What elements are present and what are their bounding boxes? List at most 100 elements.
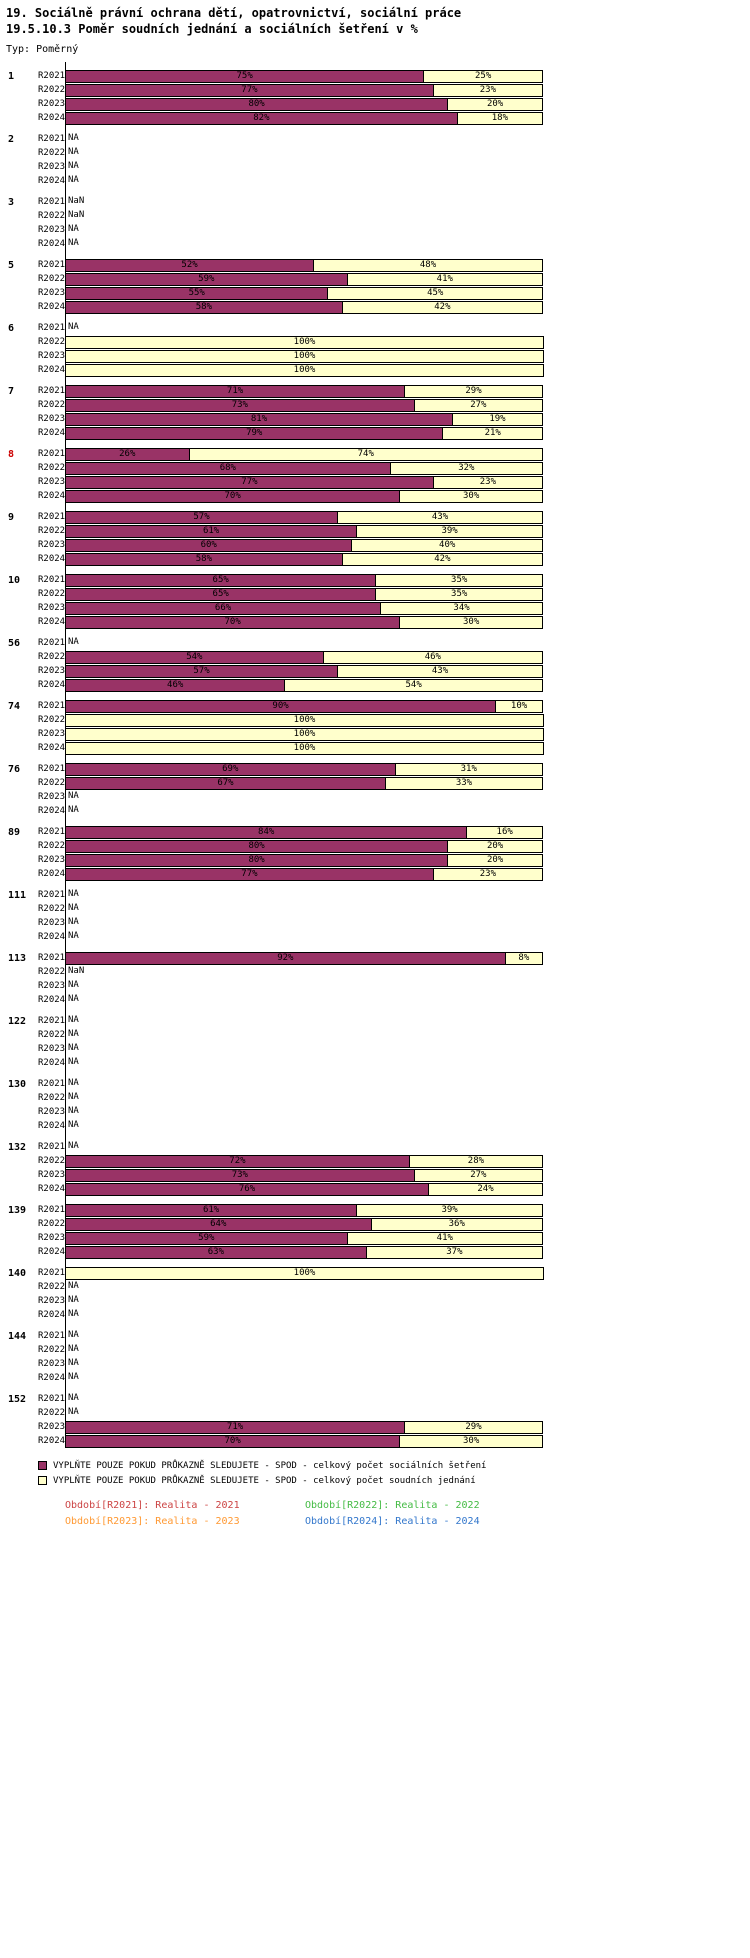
bar-area: NA [65, 1092, 544, 1105]
period-label: R2021 [38, 953, 66, 963]
period-label: R2024 [38, 1121, 66, 1131]
period-label: R2024 [38, 806, 66, 816]
bar-area: NA [65, 889, 544, 902]
bar-area: NA [65, 917, 544, 930]
bar-area: NA [65, 931, 544, 944]
period-label: R2023 [38, 603, 66, 613]
bar-segment-court-hearings: 20% [447, 853, 543, 867]
bar-segment-court-hearings: 48% [313, 258, 543, 272]
bar-row-1-R2024: R2024 82% 18% [0, 111, 750, 125]
bar-row-6-R2022: R2022 100% [0, 335, 750, 349]
bar-segment-court-hearings: 27% [413, 1168, 543, 1182]
missing-value-label: NA [68, 930, 79, 941]
period-label: R2024 [38, 1373, 66, 1383]
bar-group-2: 2 R2021 NA R2022 NA R2023 NA R2024 NA [0, 132, 750, 188]
group-label: 5 [8, 259, 15, 271]
bar-segment-court-hearings: 37% [365, 1245, 543, 1259]
bar-segment-court-hearings: 100% [65, 741, 544, 755]
chart-header: 19. Sociálně právní ochrana dětí, opatro… [0, 0, 750, 55]
bar-area: 100% [65, 741, 544, 755]
bar-row-140-R2023: R2023 NA [0, 1294, 750, 1308]
bar-segment-social-investigations: 77% [65, 83, 434, 97]
bar-row-140-R2024: R2024 NA [0, 1308, 750, 1322]
missing-value-label: NA [68, 1392, 79, 1403]
period-label: R2023 [38, 792, 66, 802]
bar-row-10-R2021: 10 R2021 65% 35% [0, 573, 750, 587]
group-label: 130 [8, 1078, 27, 1090]
bar-segment-social-investigations: 71% [65, 1420, 406, 1434]
missing-value-label: NA [68, 1077, 79, 1088]
bar-segment-court-hearings: 100% [65, 363, 544, 377]
missing-value-label: NA [68, 132, 79, 143]
legend-period-R2024: Období[R2024]: Realita - 2024 [305, 1516, 480, 1527]
period-legend: Období[R2021]: Realita - 2021 Období[R202… [65, 1500, 750, 1527]
bar-area: 73% 27% [65, 398, 544, 412]
bar-area: NA [65, 805, 544, 818]
bar-area: NA [65, 994, 544, 1007]
bar-area: 80% 20% [65, 839, 544, 853]
bar-area: 64% 36% [65, 1217, 544, 1231]
bar-segment-social-investigations: 59% [65, 1231, 348, 1245]
legend-row-dark: VYPLŇTE POUZE POKUD PRŮKAZNĚ SLEDUJETE -… [38, 1458, 750, 1473]
bar-row-113-R2024: R2024 NA [0, 993, 750, 1007]
bar-segment-social-investigations: 46% [65, 678, 286, 692]
bar-area: 73% 27% [65, 1168, 544, 1182]
missing-value-label: NA [68, 1042, 79, 1053]
group-label: 132 [8, 1141, 27, 1153]
period-label: R2024 [38, 239, 66, 249]
bar-area: 67% 33% [65, 776, 544, 790]
bar-area: NA [65, 791, 544, 804]
bar-segment-social-investigations: 80% [65, 839, 449, 853]
bar-segment-social-investigations: 80% [65, 97, 449, 111]
bar-row-7-R2021: 7 R2021 71% 29% [0, 384, 750, 398]
bar-area: 80% 20% [65, 97, 544, 111]
bar-segment-social-investigations: 81% [65, 412, 453, 426]
bar-area: NA [65, 147, 544, 160]
y-axis-line [65, 62, 66, 1448]
group-label: 10 [8, 574, 21, 586]
bar-segment-social-investigations: 70% [65, 1434, 401, 1448]
bar-area: NA [65, 1029, 544, 1042]
bar-segment-court-hearings: 42% [341, 552, 543, 566]
bar-area: NA [65, 980, 544, 993]
legend-swatch-dark [38, 1461, 47, 1470]
period-label: R2024 [38, 617, 66, 627]
period-label: R2023 [38, 477, 66, 487]
bar-segment-court-hearings: 29% [404, 384, 543, 398]
bar-row-76-R2021: 76 R2021 69% 31% [0, 762, 750, 776]
period-label: R2023 [38, 1233, 66, 1243]
bar-group-89: 89 R2021 84% 16% R2022 80% 20% R2023 80% 20% R2024… [0, 825, 750, 881]
bar-segment-court-hearings: 41% [346, 272, 543, 286]
bar-area: 60% 40% [65, 538, 544, 552]
bar-row-122-R2022: R2022 NA [0, 1028, 750, 1042]
bar-row-3-R2022: R2022 NaN [0, 209, 750, 223]
bar-segment-court-hearings: 35% [375, 573, 543, 587]
bar-group-152: 152 R2021 NA R2022 NA R2023 71% 29% R2024 70% 30% [0, 1392, 750, 1448]
group-label: 74 [8, 700, 21, 712]
legend-period-R2022: Období[R2022]: Realita - 2022 [305, 1500, 480, 1511]
bar-segment-social-investigations: 77% [65, 475, 434, 489]
bar-row-130-R2022: R2022 NA [0, 1091, 750, 1105]
bar-group-5: 5 R2021 52% 48% R2022 59% 41% R2023 55% 45% R2024 5… [0, 258, 750, 314]
bar-segment-social-investigations: 60% [65, 538, 353, 552]
missing-value-label: NA [68, 1371, 79, 1382]
bar-area: NA [65, 238, 544, 251]
bar-segment-social-investigations: 73% [65, 398, 415, 412]
period-label: R2022 [38, 841, 66, 851]
bar-area: NA [65, 1309, 544, 1322]
bar-group-111: 111 R2021 NA R2022 NA R2023 NA R2024 NA [0, 888, 750, 944]
bar-segment-social-investigations: 65% [65, 587, 377, 601]
missing-value-label: NA [68, 790, 79, 801]
period-label: R2023 [38, 1107, 66, 1117]
period-label: R2021 [38, 1142, 66, 1152]
period-label: R2022 [38, 652, 66, 662]
period-label: R2024 [38, 176, 66, 186]
group-label: 56 [8, 637, 21, 649]
bar-segment-court-hearings: 54% [284, 678, 543, 692]
bar-row-111-R2022: R2022 NA [0, 902, 750, 916]
bar-segment-court-hearings: 30% [399, 489, 543, 503]
bar-row-56-R2022: R2022 54% 46% [0, 650, 750, 664]
missing-value-label: NA [68, 636, 79, 647]
bar-row-152-R2021: 152 R2021 NA [0, 1392, 750, 1406]
bar-row-89-R2021: 89 R2021 84% 16% [0, 825, 750, 839]
